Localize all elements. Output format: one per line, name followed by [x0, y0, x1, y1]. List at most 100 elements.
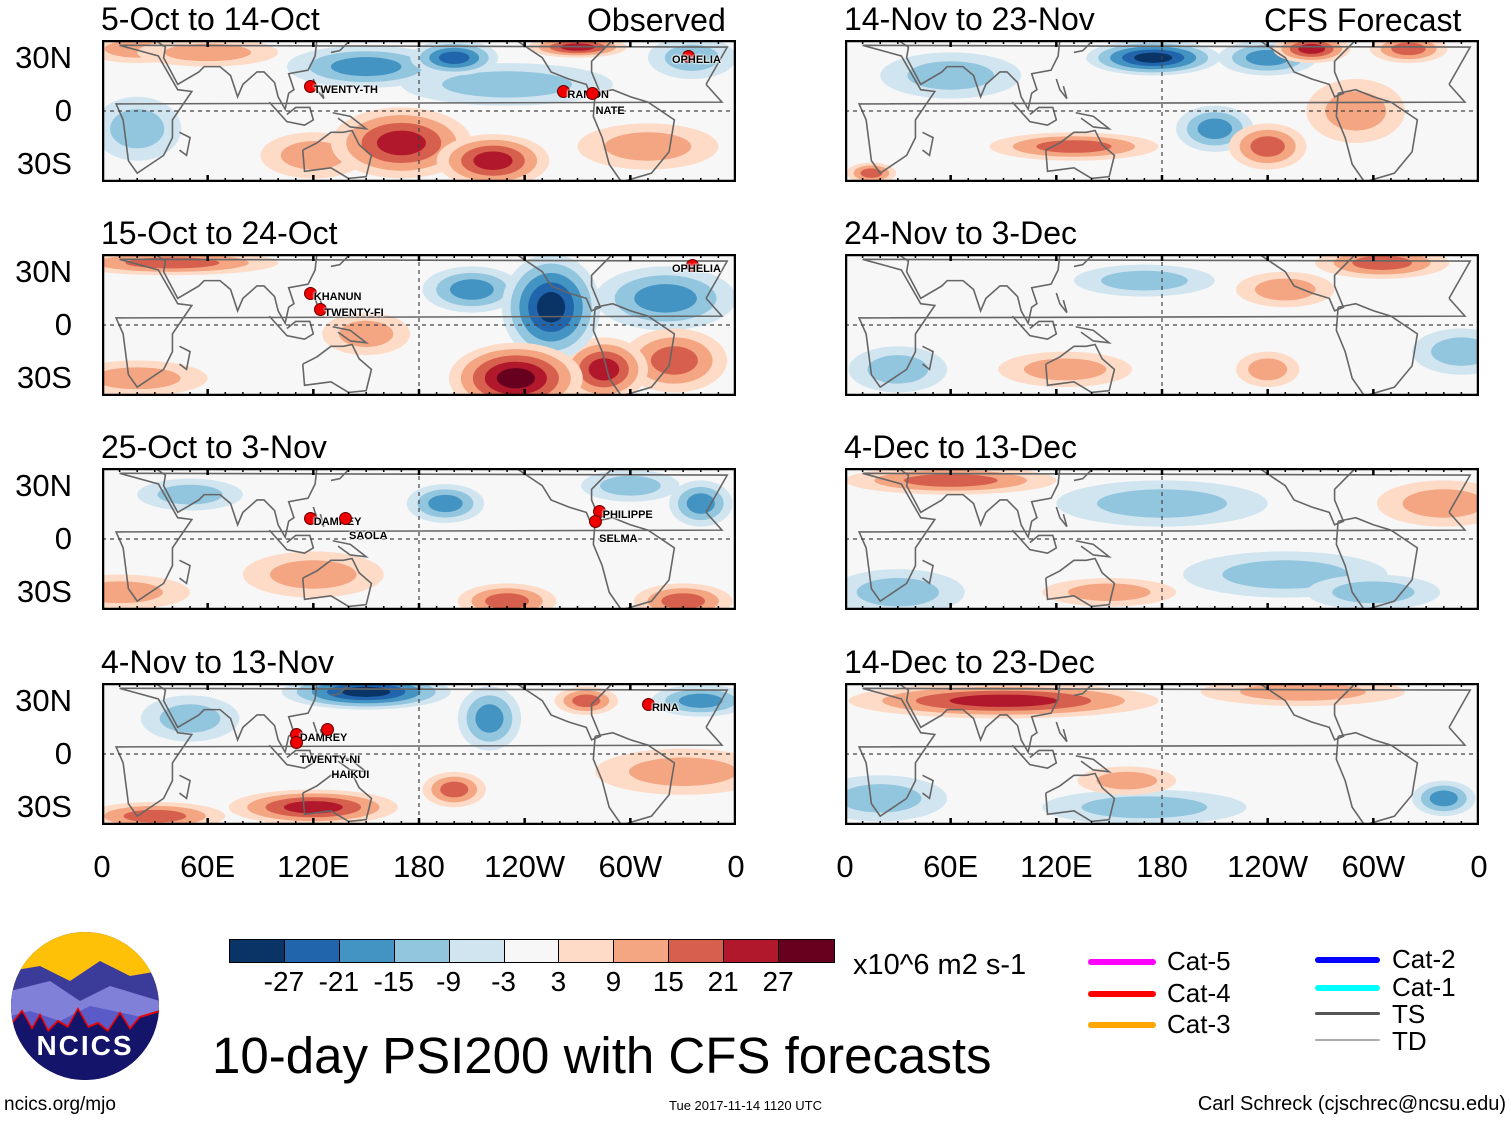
negative-anomaly-contour [856, 578, 940, 607]
coastline [268, 101, 315, 127]
positive-anomaly-contour [440, 781, 469, 798]
legend-label: Cat-1 [1392, 972, 1456, 1002]
longitude-tick-label: 120W [484, 849, 566, 884]
negative-anomaly-contour [1197, 118, 1233, 140]
latitude-tick-label: 30S [16, 789, 72, 825]
positive-anomaly-contour [1352, 255, 1412, 270]
coastline [1075, 325, 1112, 344]
coastline [857, 258, 1472, 389]
storm-label: TWENTY-TH [313, 84, 378, 97]
coastline [515, 254, 614, 312]
coastline [1335, 302, 1419, 396]
positive-anomaly-contour [628, 757, 736, 786]
coastline [592, 731, 676, 825]
panel-title: 14-Nov to 23-Nov [844, 1, 1095, 37]
negative-anomaly-contour [110, 109, 165, 149]
coastline [592, 516, 676, 610]
coastline [179, 345, 191, 371]
coastline [179, 131, 191, 157]
map-panel-4: DAMREY TWENTY-NI HAIKUI RINA [102, 683, 736, 825]
storm-label: KHANUN [313, 291, 362, 304]
legend-line-ts [1315, 1012, 1380, 1015]
positive-anomaly-contour [1067, 583, 1151, 601]
map-panel-6 [845, 254, 1479, 396]
longitude-tick-label: 60E [923, 849, 979, 884]
coastline [1011, 744, 1058, 770]
positive-anomaly-contour [1240, 683, 1366, 701]
latitude-tick-label: 0 [54, 93, 72, 128]
coastline [332, 325, 369, 344]
coastline [179, 774, 191, 800]
legend-label: TD [1392, 1026, 1427, 1056]
coastline [1258, 468, 1357, 526]
latitude-tick-label: 0 [54, 521, 72, 556]
storm-label: DAMREY [313, 515, 362, 528]
coastline [301, 129, 373, 180]
observed-label: Observed [587, 2, 726, 38]
negative-anomaly-contour [907, 61, 995, 90]
storm-label: RINA [651, 702, 679, 715]
coastline [1073, 683, 1094, 697]
coastline [1055, 292, 1068, 314]
coastline [1335, 88, 1419, 182]
storm-label: OPHELIA [672, 53, 721, 66]
coastline [330, 40, 351, 54]
panel-frame [845, 254, 1479, 396]
positive-anomaly-contour [860, 168, 883, 178]
cyclone-icon [339, 511, 353, 525]
positive-anomaly-contour [1402, 489, 1479, 518]
coastline [114, 687, 729, 818]
positive-anomaly-contour [280, 141, 346, 170]
panel-frame [102, 683, 736, 825]
storm-label: DAMREY [299, 732, 348, 745]
storm-label: NATE [595, 105, 625, 118]
latitude-tick-label: 30S [16, 146, 72, 182]
legend-line-cat-1 [1315, 985, 1380, 991]
positive-anomaly-contour [1391, 42, 1426, 56]
logo-text: NCICS [36, 1030, 133, 1061]
legend-line-cat-4 [1088, 991, 1156, 997]
latitude-tick-label: 0 [54, 736, 72, 771]
coastline [897, 468, 1061, 540]
colorbar-tick-label: 9 [605, 966, 622, 997]
colorbar-swatch [613, 939, 670, 963]
coastline [268, 529, 315, 555]
coastline [114, 258, 729, 389]
colorbar-tick-label: -3 [491, 966, 516, 997]
coastline [301, 343, 373, 394]
negative-anomaly-contour [1222, 560, 1349, 589]
map-panel-5 [845, 40, 1479, 182]
positive-anomaly-contour [1248, 358, 1288, 381]
storm-label: HAIKUI [331, 769, 370, 782]
positive-anomaly-contour [903, 474, 998, 487]
longitude-tick-label: 180 [1136, 849, 1188, 884]
coastline [301, 557, 373, 608]
cyclone-icon [289, 735, 303, 749]
coastline [922, 559, 934, 585]
colorbar-tick-label: -15 [373, 966, 414, 997]
positive-anomaly-contour [102, 367, 181, 390]
negative-anomaly-contour [599, 475, 661, 496]
coastline [1073, 254, 1094, 268]
positive-anomaly-contour [485, 593, 529, 610]
negative-anomaly-contour [442, 71, 573, 98]
coastline [332, 754, 369, 773]
legend-line-cat-3 [1088, 1022, 1156, 1028]
coastline [1075, 111, 1112, 130]
coastline [1044, 557, 1116, 608]
colorbar-swatch [778, 939, 835, 963]
colorbar-tick-label: -9 [436, 966, 462, 997]
colorbar-tick-label: -21 [318, 966, 360, 997]
coastline [857, 687, 1472, 818]
colorbar-tick-label: 27 [762, 966, 794, 997]
coastline [312, 721, 325, 743]
positive-anomaly-contour [1036, 140, 1112, 153]
positive-anomaly-contour [949, 694, 1058, 707]
positive-anomaly-contour [1250, 136, 1285, 157]
figure-title: 10-day PSI200 with CFS forecasts [212, 1027, 992, 1084]
negative-anomaly-contour [449, 279, 494, 300]
coastline [330, 254, 351, 268]
website-link[interactable]: ncics.org/mjo [4, 1094, 116, 1115]
coastline [857, 44, 1472, 175]
